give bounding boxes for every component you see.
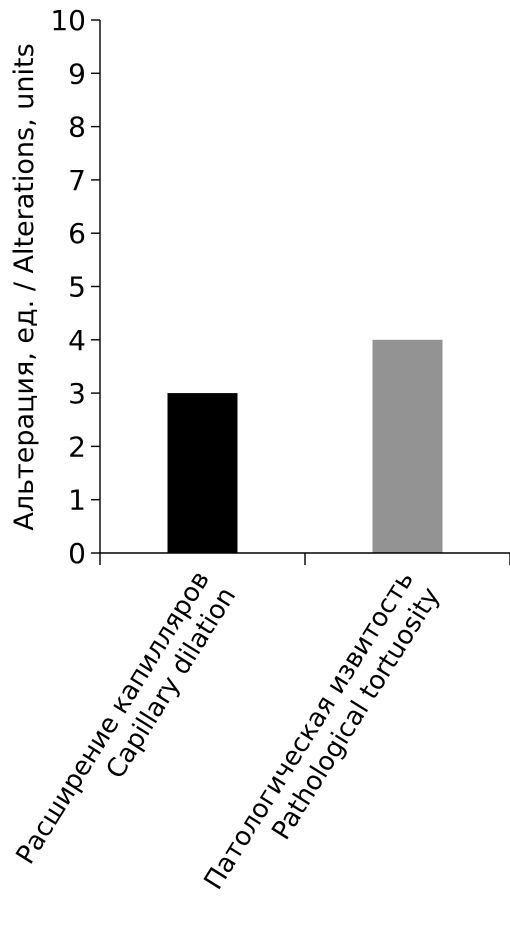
y-tick-label: 8 — [68, 111, 86, 144]
y-tick-label: 5 — [68, 271, 86, 304]
x-category-label-line1: Патологическая извитость — [199, 566, 420, 895]
bar — [372, 339, 443, 553]
y-tick-label: 6 — [68, 217, 86, 250]
y-tick-label: 2 — [68, 430, 86, 463]
y-tick-label: 3 — [68, 377, 86, 410]
bar — [167, 393, 238, 553]
y-axis-ticks: 0 1 2 3 4 5 6 7 8 9 10 — [50, 4, 100, 570]
y-tick-label: 0 — [68, 537, 86, 570]
y-axis-title-group: Альтерация, ед. / Alterations, units — [9, 43, 40, 530]
y-axis-title: Альтерация, ед. / Alterations, units — [9, 43, 40, 530]
y-tick-label: 10 — [50, 4, 86, 37]
x-category-label-line1: Расширение капилляров — [11, 566, 216, 870]
x-category-label-line2: Pathological tortuosity — [266, 582, 446, 845]
bars — [167, 339, 443, 553]
y-tick-label: 9 — [68, 57, 86, 90]
y-tick-label: 4 — [68, 324, 86, 357]
y-tick-label: 1 — [68, 484, 86, 517]
axes — [99, 20, 510, 565]
y-tick-label: 7 — [68, 164, 86, 197]
